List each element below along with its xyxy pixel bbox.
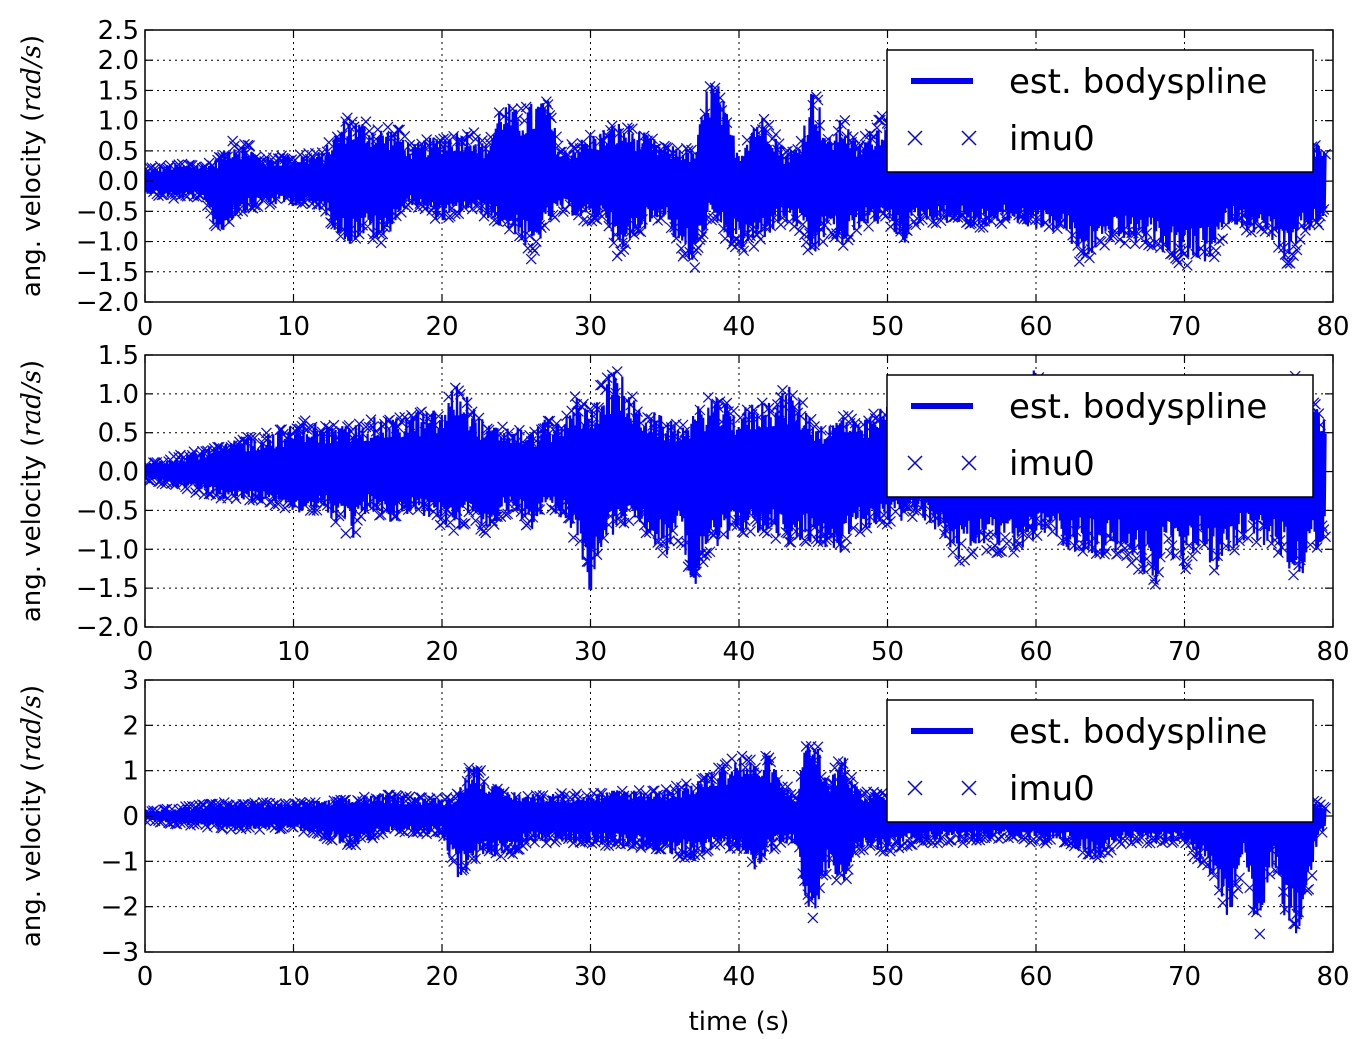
legend-label: imu0 xyxy=(1009,444,1095,484)
series-est-bodyspline-line xyxy=(145,84,1327,262)
legend: est. bodyspline imu0 xyxy=(886,374,1314,498)
y-tick-label: −3 xyxy=(101,938,139,968)
x-tick-label: 40 xyxy=(722,637,755,667)
y-tick-label: 0.5 xyxy=(98,419,139,449)
legend-marker-swatch xyxy=(907,780,923,796)
x-tick-label: 80 xyxy=(1316,637,1349,667)
y-tick-label: −2.0 xyxy=(76,613,139,643)
x-tick-label: 30 xyxy=(574,962,607,992)
y-tick-label: 0 xyxy=(122,802,139,832)
x-tick-label: 70 xyxy=(1168,962,1201,992)
y-tick-label: 1 xyxy=(122,757,139,787)
legend-marker-swatch xyxy=(907,130,923,146)
x-tick-label: 10 xyxy=(277,962,310,992)
subplot-1: 0 10 20 30 40 50 60 70 80−2.0−1.5−1.0−0.50.00.51… xyxy=(17,16,1350,342)
subplot-3: 0 10 20 30 40 50 60 70 80 −3 −2 −1 0 1 2 3 ang. velocity… xyxy=(17,666,1350,1037)
legend-label: imu0 xyxy=(1009,119,1095,159)
x-tick-label: 0 xyxy=(137,312,154,342)
x-tick-label: 40 xyxy=(722,312,755,342)
x-tick-label: 10 xyxy=(277,637,310,667)
legend-label: est. bodyspline xyxy=(1009,62,1267,102)
y-tick-label: 1.0 xyxy=(98,380,139,410)
x-tick-label: 70 xyxy=(1168,637,1201,667)
x-tick-label: 0 xyxy=(137,962,154,992)
y-tick-label: 0.5 xyxy=(98,137,139,167)
x-tick-label: 70 xyxy=(1168,312,1201,342)
x-tick-label: 50 xyxy=(871,312,904,342)
legend-box xyxy=(886,49,1314,173)
legend-marker-swatch xyxy=(961,780,977,796)
y-tick-label: −1.5 xyxy=(76,574,139,604)
x-tick-label: 80 xyxy=(1316,312,1349,342)
y-tick-label: −2 xyxy=(101,893,139,923)
legend-marker-swatch xyxy=(961,130,977,146)
y-tick-label: 2.0 xyxy=(98,46,139,76)
y-tick-label: −0.5 xyxy=(76,496,139,526)
y-tick-label: −2.0 xyxy=(76,288,139,318)
y-tick-label: −1.0 xyxy=(76,535,139,565)
legend: est. bodyspline imu0 xyxy=(886,699,1314,823)
x-tick-label: 20 xyxy=(425,962,458,992)
x-tick-label: 20 xyxy=(425,637,458,667)
y-tick-label: 0.0 xyxy=(98,167,139,197)
x-tick-label: 0 xyxy=(137,637,154,667)
x-axis-label: time (s) xyxy=(689,1007,790,1037)
y-tick-label: −1 xyxy=(101,847,139,877)
y-axis-label: ang. velocity (rad/s) xyxy=(17,35,47,297)
x-tick-label: 40 xyxy=(722,962,755,992)
x-tick-label: 60 xyxy=(1019,637,1052,667)
x-tick-label: 30 xyxy=(574,637,607,667)
x-tick-label: 10 xyxy=(277,312,310,342)
legend-label: imu0 xyxy=(1009,769,1095,809)
y-tick-label: 3 xyxy=(122,666,139,696)
legend-marker-swatch xyxy=(961,455,977,471)
x-tick-label: 60 xyxy=(1019,962,1052,992)
x-tick-label: 80 xyxy=(1316,962,1349,992)
y-tick-label: −0.5 xyxy=(76,197,139,227)
legend: est. bodyspline imu0 xyxy=(886,49,1314,173)
legend-label: est. bodyspline xyxy=(1009,712,1267,752)
y-axis-label: ang. velocity (rad/s) xyxy=(17,360,47,622)
y-axis-label: ang. velocity (rad/s) xyxy=(17,685,47,947)
y-tick-label: 1.5 xyxy=(98,341,139,371)
y-tick-label: 1.5 xyxy=(98,76,139,106)
x-tick-label: 30 xyxy=(574,312,607,342)
legend-label: est. bodyspline xyxy=(1009,387,1267,427)
y-tick-label: −1.0 xyxy=(76,228,139,258)
x-tick-label: 50 xyxy=(871,637,904,667)
y-tick-label: −1.5 xyxy=(76,258,139,288)
x-tick-label: 20 xyxy=(425,312,458,342)
legend-box xyxy=(886,699,1314,823)
y-tick-label: 2.5 xyxy=(98,16,139,46)
y-tick-label: 2 xyxy=(122,711,139,741)
subplot-2: 0 10 20 30 40 50 60 70 80 −2.0 −1.5 −1.0 −0.5 0.0 0.5 1… xyxy=(17,341,1350,667)
legend-marker-swatch xyxy=(907,455,923,471)
x-tick-label: 60 xyxy=(1019,312,1052,342)
y-tick-label: 0.0 xyxy=(98,458,139,488)
legend-box xyxy=(886,374,1314,498)
x-tick-label: 50 xyxy=(871,962,904,992)
y-tick-label: 1.0 xyxy=(98,107,139,137)
